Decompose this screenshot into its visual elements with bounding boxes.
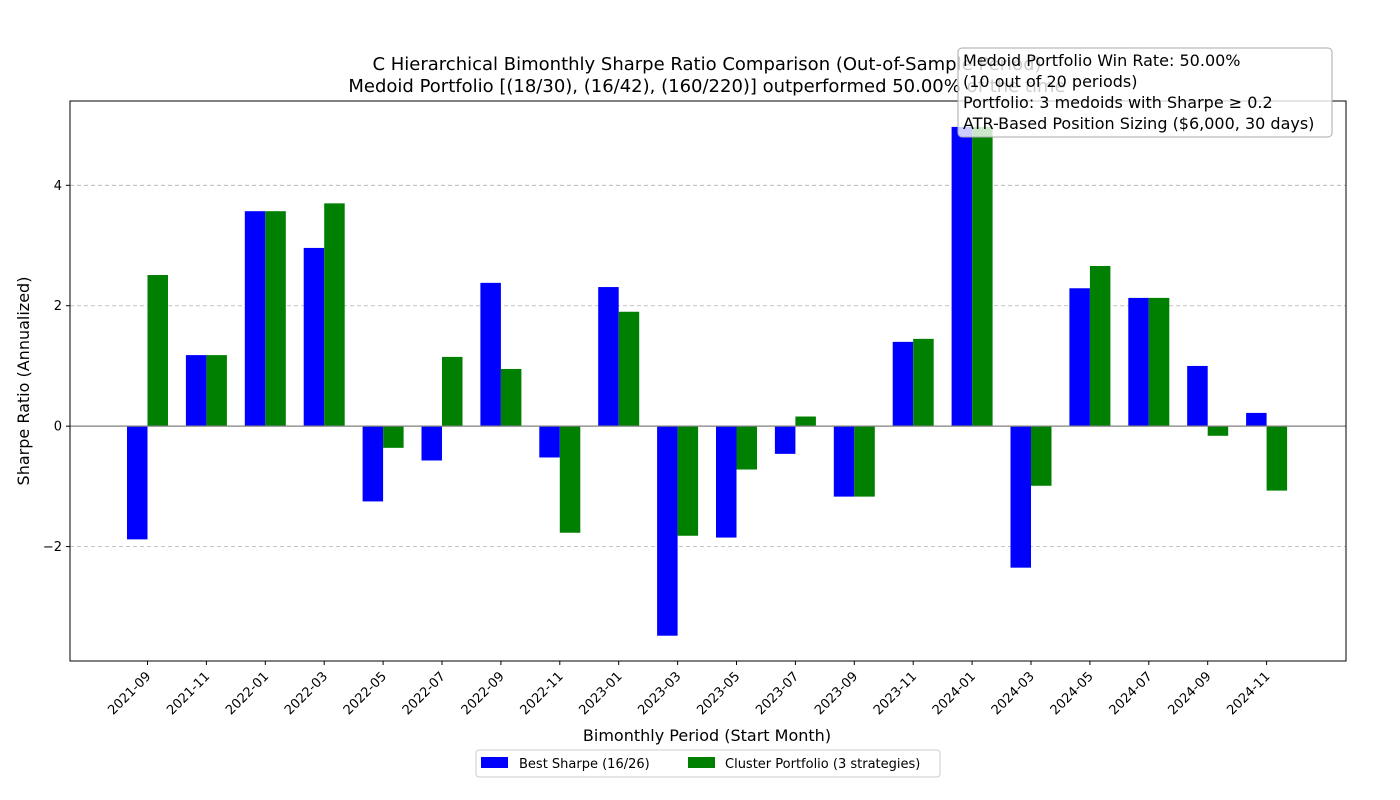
bar-cluster-portfolio: [1148, 297, 1170, 427]
y-tick-label: 0: [54, 420, 62, 435]
x-axis-label: Bimonthly Period (Start Month): [583, 726, 831, 745]
bar-best-sharpe: [480, 282, 501, 427]
info-box: Medoid Portfolio Win Rate: 50.00% (10 ou…: [957, 47, 1333, 138]
bar-best-sharpe: [892, 341, 914, 427]
bar-cluster-portfolio: [1031, 426, 1052, 486]
bar-cluster-portfolio: [795, 416, 816, 427]
bar-best-sharpe: [1069, 288, 1090, 427]
bar-cluster-portfolio: [442, 356, 463, 427]
bar-cluster-portfolio: [559, 426, 581, 533]
bar-cluster-portfolio: [206, 355, 227, 427]
bar-best-sharpe: [185, 355, 207, 427]
bar-best-sharpe: [539, 426, 560, 458]
bar-cluster-portfolio: [736, 426, 757, 470]
bars: [127, 126, 1288, 636]
bar-cluster-portfolio: [913, 338, 934, 427]
legend: Best Sharpe (16/26) Cluster Portfolio (3…: [475, 749, 941, 778]
bar-best-sharpe: [598, 287, 619, 427]
bar-best-sharpe: [127, 426, 148, 540]
y-tick-label: 2: [54, 299, 62, 314]
chart-title: C Hierarchical Bimonthly Sharpe Ratio Co…: [372, 54, 1041, 75]
legend-swatch-best-sharpe: [481, 757, 508, 768]
bar-best-sharpe: [1010, 426, 1031, 568]
bar-cluster-portfolio: [854, 426, 875, 497]
plot-frame: [69, 100, 1347, 662]
bar-cluster-portfolio: [1207, 426, 1229, 436]
info-line: Medoid Portfolio Win Rate: 50.00%: [963, 51, 1241, 70]
bar-best-sharpe: [244, 211, 266, 427]
legend-label-cluster-portfolio: Cluster Portfolio (3 strategies): [725, 757, 920, 772]
bar-cluster-portfolio: [383, 426, 404, 448]
y-tick-label: −2: [43, 540, 62, 555]
bar-cluster-portfolio: [677, 426, 699, 536]
bar-best-sharpe: [421, 426, 442, 461]
bar-best-sharpe: [362, 426, 384, 502]
bar-cluster-portfolio: [147, 275, 168, 427]
info-line: ATR-Based Position Sizing ($6,000, 30 da…: [963, 114, 1314, 133]
legend-label-best-sharpe: Best Sharpe (16/26): [519, 757, 650, 772]
y-tick-label: 4: [54, 179, 62, 194]
chart-subtitle: Medoid Portfolio [(18/30), (16/42), (160…: [348, 76, 1065, 97]
bar-cluster-portfolio: [1266, 426, 1288, 491]
bar-cluster-portfolio: [972, 126, 993, 427]
legend-swatch-cluster-portfolio: [688, 757, 715, 768]
bar-best-sharpe: [716, 426, 737, 538]
bar-best-sharpe: [303, 247, 325, 427]
bar-cluster-portfolio: [1089, 265, 1111, 427]
bar-best-sharpe: [1128, 297, 1149, 427]
bar-best-sharpe: [657, 426, 678, 636]
bar-cluster-portfolio: [500, 368, 522, 427]
info-line: Portfolio: 3 medoids with Sharpe ≥ 0.2: [963, 93, 1273, 112]
bar-cluster-portfolio: [324, 203, 345, 427]
info-line: (10 out of 20 periods): [963, 72, 1137, 91]
bar-best-sharpe: [774, 426, 796, 454]
y-axis-label: Sharpe Ratio (Annualized): [14, 277, 33, 486]
bar-best-sharpe: [1246, 412, 1267, 427]
bar-best-sharpe: [951, 126, 973, 427]
bar-cluster-portfolio: [265, 211, 286, 427]
bar-best-sharpe: [833, 426, 855, 497]
bar-best-sharpe: [1187, 365, 1208, 427]
bar-cluster-portfolio: [618, 311, 640, 427]
